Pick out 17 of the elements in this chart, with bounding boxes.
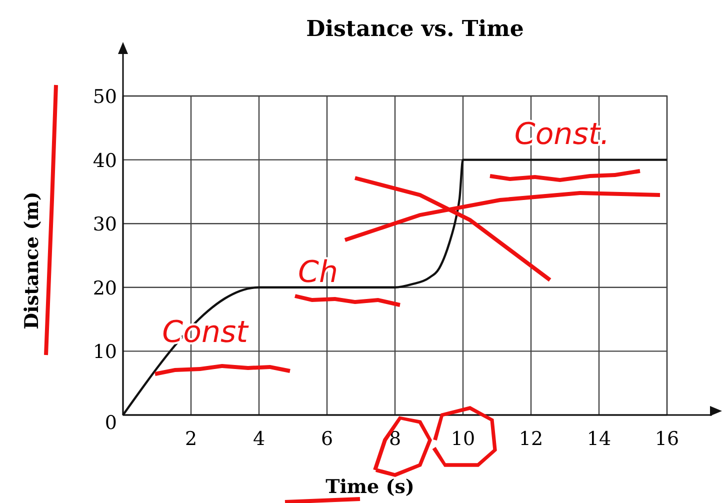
- x-tick-label: 6: [320, 428, 334, 450]
- y-tick-label: 30: [92, 214, 117, 236]
- x-tick-label: 8: [388, 428, 402, 450]
- y-tick-label: 20: [92, 277, 117, 300]
- y-tick-label: 10: [92, 341, 117, 364]
- y-axis-title: Distance (m): [21, 192, 43, 330]
- x-tick-label: 4: [252, 428, 266, 450]
- y-tick-label: 0: [104, 412, 117, 434]
- x-tick-label: 2: [184, 428, 198, 450]
- y-tick-label: 40: [92, 150, 117, 172]
- x-axis-title: Time (s): [326, 476, 414, 498]
- x-tick-label: 14: [586, 428, 612, 450]
- x-tick-label: 16: [654, 428, 680, 450]
- x-tick-label: 10: [450, 428, 476, 450]
- chart-title: Distance vs. Time: [306, 16, 524, 42]
- y-tick-label: 50: [92, 86, 117, 108]
- x-tick-label: 12: [518, 428, 544, 450]
